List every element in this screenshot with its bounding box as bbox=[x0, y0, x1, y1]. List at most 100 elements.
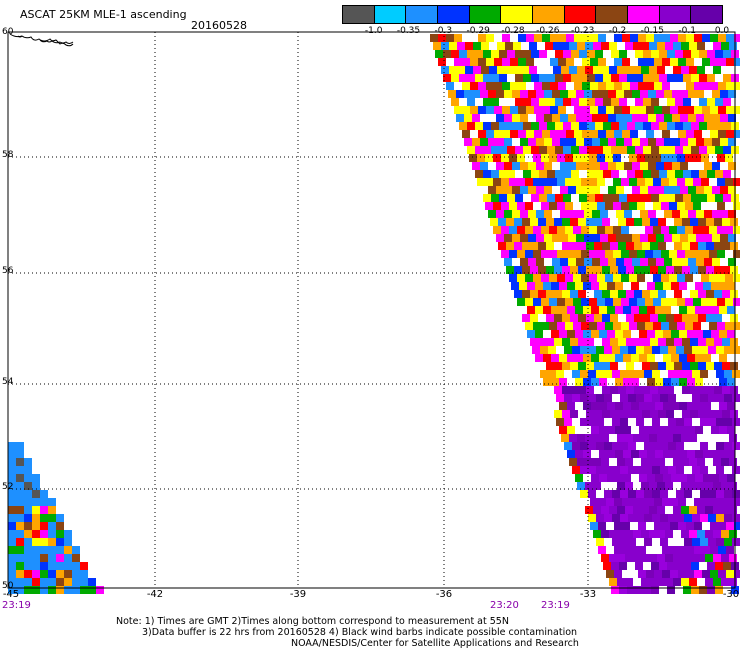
data-cell bbox=[646, 498, 654, 506]
data-cell bbox=[662, 498, 670, 506]
data-cell bbox=[618, 338, 626, 346]
data-cell bbox=[708, 490, 716, 498]
data-cell bbox=[541, 274, 549, 282]
data-cell bbox=[733, 226, 740, 234]
data-cell bbox=[657, 482, 665, 490]
data-cell bbox=[685, 178, 693, 186]
data-cell bbox=[652, 514, 660, 522]
data-cell bbox=[541, 322, 549, 330]
data-cell bbox=[614, 130, 622, 138]
data-cell bbox=[625, 506, 633, 514]
data-cell bbox=[722, 410, 730, 418]
data-cell bbox=[620, 490, 628, 498]
data-cell bbox=[8, 490, 16, 498]
data-cell bbox=[615, 354, 623, 362]
data-cell bbox=[652, 370, 660, 378]
data-cell bbox=[700, 514, 708, 522]
data-cell bbox=[599, 330, 607, 338]
data-cell bbox=[591, 306, 599, 314]
data-cell bbox=[578, 218, 586, 226]
data-cell bbox=[726, 498, 734, 506]
data-cell bbox=[656, 210, 664, 218]
data-cell bbox=[691, 194, 699, 202]
data-cell bbox=[654, 34, 662, 42]
data-cell bbox=[658, 410, 666, 418]
data-cell bbox=[684, 442, 692, 450]
data-cell bbox=[546, 266, 554, 274]
data-cell bbox=[599, 474, 607, 482]
data-cell bbox=[549, 178, 557, 186]
data-cell bbox=[619, 170, 627, 178]
data-cell bbox=[40, 586, 48, 594]
data-cell bbox=[632, 186, 640, 194]
data-cell bbox=[628, 538, 636, 546]
data-cell bbox=[560, 210, 568, 218]
data-cell bbox=[530, 290, 538, 298]
data-cell bbox=[621, 154, 629, 162]
data-cell bbox=[573, 154, 581, 162]
data-cell bbox=[644, 466, 652, 474]
data-cell bbox=[588, 466, 596, 474]
data-cell bbox=[676, 514, 684, 522]
data-cell bbox=[546, 362, 554, 370]
data-cell bbox=[620, 346, 628, 354]
data-cell bbox=[489, 66, 497, 74]
data-cell bbox=[678, 130, 686, 138]
data-cell bbox=[602, 242, 610, 250]
data-cell bbox=[681, 506, 689, 514]
data-cell bbox=[483, 122, 491, 130]
data-cell bbox=[480, 186, 488, 194]
data-cell bbox=[727, 282, 735, 290]
data-cell bbox=[646, 106, 654, 114]
data-cell bbox=[715, 586, 723, 594]
data-cell bbox=[632, 90, 640, 98]
data-cell bbox=[494, 82, 502, 90]
data-cell bbox=[605, 250, 613, 258]
data-cell bbox=[622, 522, 630, 530]
data-cell bbox=[614, 34, 622, 42]
data-cell bbox=[719, 330, 727, 338]
data-cell bbox=[732, 418, 740, 426]
data-cell bbox=[634, 290, 642, 298]
data-cell bbox=[550, 34, 558, 42]
data-cell bbox=[688, 90, 696, 98]
data-cell bbox=[718, 82, 726, 90]
data-cell bbox=[478, 106, 486, 114]
data-cell bbox=[535, 282, 543, 290]
data-cell bbox=[24, 570, 32, 578]
data-cell bbox=[690, 362, 698, 370]
data-cell bbox=[552, 210, 560, 218]
data-cell bbox=[578, 338, 586, 346]
data-cell bbox=[493, 178, 501, 186]
data-cell bbox=[515, 122, 523, 130]
data-cell bbox=[544, 186, 552, 194]
data-cell bbox=[717, 154, 725, 162]
data-cell bbox=[719, 474, 727, 482]
data-cell bbox=[610, 242, 618, 250]
data-cell bbox=[675, 194, 683, 202]
data-cell bbox=[707, 74, 715, 82]
data-cell bbox=[635, 562, 643, 570]
data-cell bbox=[527, 330, 535, 338]
data-cell bbox=[575, 354, 583, 362]
data-cell bbox=[591, 378, 599, 386]
data-cell bbox=[672, 138, 680, 146]
data-cell bbox=[610, 314, 618, 322]
data-cell bbox=[518, 34, 526, 42]
data-cell bbox=[723, 586, 731, 594]
data-cell bbox=[701, 298, 709, 306]
data-cell bbox=[650, 266, 658, 274]
data-cell bbox=[706, 290, 714, 298]
data-cell bbox=[599, 402, 607, 410]
data-cell bbox=[654, 58, 662, 66]
data-cell bbox=[649, 578, 657, 586]
data-cell bbox=[566, 34, 574, 42]
data-cell bbox=[673, 66, 681, 74]
data-cell bbox=[56, 530, 64, 538]
data-cell bbox=[627, 146, 635, 154]
data-cell bbox=[618, 290, 626, 298]
data-cell bbox=[519, 306, 527, 314]
data-cell bbox=[72, 546, 80, 554]
data-cell bbox=[571, 98, 579, 106]
data-cell bbox=[624, 138, 632, 146]
